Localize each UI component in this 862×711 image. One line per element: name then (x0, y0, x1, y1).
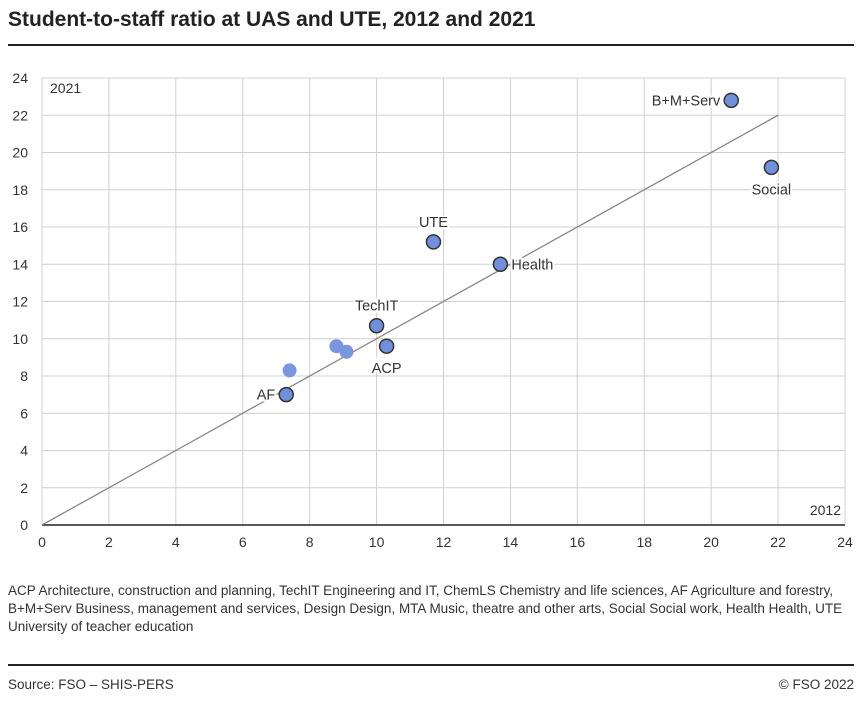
x-tick-label: 4 (172, 534, 180, 550)
data-point (492, 256, 509, 272)
x-tick-label: 16 (570, 534, 586, 550)
y-tick-label: 22 (12, 107, 28, 123)
point-label: Health (511, 257, 553, 273)
data-point (282, 363, 297, 378)
x-tick-label: 18 (636, 534, 652, 550)
point-label: TechIT (355, 299, 399, 315)
footnote: ACP Architecture, construction and plann… (8, 583, 843, 634)
y-tick-label: 14 (12, 256, 28, 272)
x-axis-label: 2012 (810, 502, 841, 518)
point-label: B+M+Serv (652, 93, 721, 109)
y-tick-label: 8 (20, 368, 28, 384)
y-tick-label: 0 (20, 517, 28, 533)
x-tick-label: 2 (105, 534, 113, 550)
y-tick-label: 4 (20, 443, 28, 459)
x-tick-label: 6 (239, 534, 247, 550)
point-label: ACP (372, 361, 402, 377)
source: Source: FSO – SHIS-PERS (8, 677, 174, 692)
copyright: © FSO 2022 (778, 677, 854, 692)
x-tick-label: 22 (770, 534, 786, 550)
y-tick-label: 16 (12, 219, 28, 235)
x-tick-label: 20 (703, 534, 719, 550)
x-tick-label: 0 (38, 534, 46, 550)
chart-title: Student-to-staff ratio at UAS and UTE, 2… (8, 8, 536, 31)
data-point (723, 92, 739, 109)
x-tick-label: 10 (369, 534, 385, 550)
y-tick-label: 10 (12, 331, 28, 347)
scatter-plot: 0 2 4 6 8 10 12 14 16 18 20 22 240246810121416182022… (12, 70, 853, 550)
data-point (278, 386, 294, 403)
reference-line (41, 114, 779, 526)
y-tick-label: 12 (12, 294, 28, 310)
x-tick-label: 12 (436, 534, 452, 550)
x-tick-label: 8 (306, 534, 314, 550)
data-point (425, 234, 442, 250)
y-tick-label: 2 (20, 480, 28, 496)
data-point (378, 338, 395, 354)
x-tick-label: 14 (503, 534, 519, 550)
y-tick-label: 24 (12, 70, 28, 86)
point-label: AF (257, 388, 276, 404)
y-tick-label: 6 (20, 405, 28, 421)
data-point (763, 159, 780, 176)
point-label: Social (752, 182, 792, 198)
data-point (339, 344, 354, 359)
x-tick-label: 24 (837, 534, 853, 550)
y-tick-label: 20 (12, 145, 28, 161)
data-point (368, 317, 385, 334)
y-axis-label: 2021 (50, 80, 81, 96)
divider (8, 664, 854, 666)
y-tick-label: 18 (12, 182, 28, 198)
point-label: UTE (419, 215, 448, 231)
divider (8, 44, 854, 46)
